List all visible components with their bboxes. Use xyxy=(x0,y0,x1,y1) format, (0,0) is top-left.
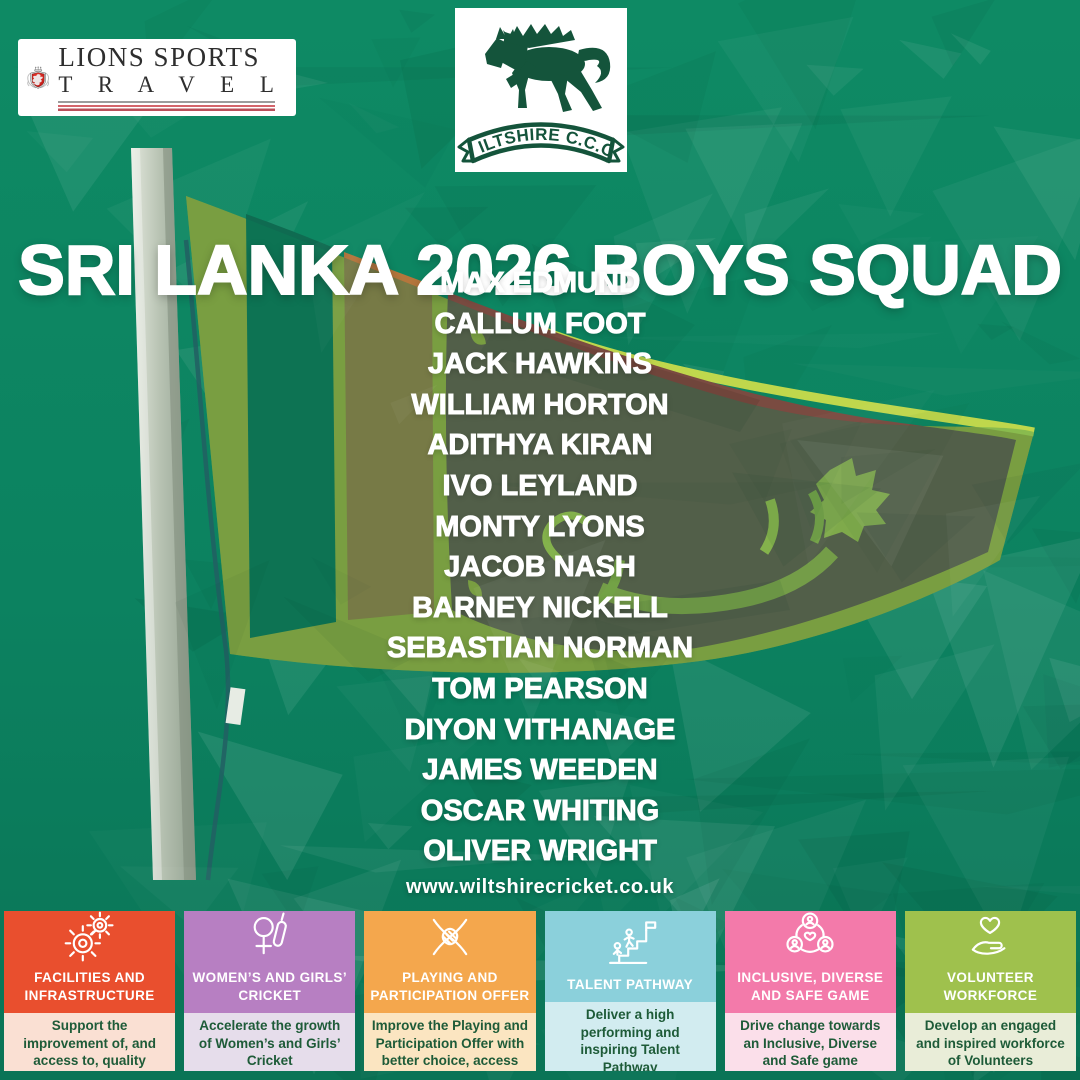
flagpole xyxy=(131,148,246,881)
player-name: JACOB NASH xyxy=(444,551,637,584)
player-name: MAX EDMUND xyxy=(440,267,641,300)
player-name: OSCAR WHITING xyxy=(420,794,660,827)
gears-icon xyxy=(64,912,114,962)
female-cricket-icon xyxy=(253,912,287,955)
wiltshire-banner-text: WILTSHIRE C.C.C. xyxy=(455,8,617,161)
website-url[interactable]: www.wiltshirecricket.co.uk xyxy=(406,876,674,898)
player-name: IVO LEYLAND xyxy=(442,469,638,502)
flag-rope xyxy=(183,239,231,881)
player-name: JAMES WEEDEN xyxy=(422,754,658,787)
player-name: OLIVER WRIGHT xyxy=(423,835,658,868)
wiltshire-ccc-logo: WILTSHIRE C.C.C. xyxy=(455,8,627,172)
card-womens-girls-bottom: Accelerate the growth of Women’s and Gir… xyxy=(184,1013,356,1071)
lions-logo-line2: T R A V E L xyxy=(58,71,284,97)
lions-logo-line1: LIONS SPORTS xyxy=(58,41,260,72)
player-name: TOM PEARSON xyxy=(432,672,648,705)
card-talent-pathway-bottom: Deliver a high performing and inspiring … xyxy=(544,1002,716,1071)
player-list: MAX EDMUND CALLUM FOOT JACK HAWKINS WILL… xyxy=(0,263,1080,872)
flag-lion xyxy=(468,329,890,615)
card-womens-girls-description: Accelerate the growth of Women’s and Gir… xyxy=(198,1018,341,1069)
svg-text:WILTSHIRE C.C.C.: WILTSHIRE C.C.C. xyxy=(455,8,617,161)
lions-logo-text: LIONS SPORTS T R A V E L xyxy=(58,41,284,112)
player-name: WILLIAM HORTON xyxy=(411,388,669,421)
wiltshire-horse-icon: WILTSHIRE C.C.C. xyxy=(455,8,625,164)
page-title: SRI LANKA 2026 BOYS SQUAD xyxy=(17,230,1063,309)
priority-cards: FACILITIES AND INFRASTRUCTURE Support th… xyxy=(4,911,1077,1071)
card-inclusive-diverse-title: INCLUSIVE, DIVERSE AND SAFE GAME xyxy=(737,970,884,1003)
card-facilities-bottom: Support the improvement of, and access t… xyxy=(4,1013,176,1071)
card-facilities: FACILITIES AND INFRASTRUCTURE Support th… xyxy=(4,911,176,1071)
card-womens-girls: WOMEN’S AND GIRLS’ CRICKET Accelerate th… xyxy=(184,911,356,1071)
hands-together-icon xyxy=(432,919,468,956)
card-inclusive-diverse-bottom: Drive change towards an Inclusive, Diver… xyxy=(724,1013,896,1071)
card-inclusive-diverse: INCLUSIVE, DIVERSE AND SAFE GAME Drive c… xyxy=(724,911,896,1071)
card-volunteer-bottom: Develop an engaged and inspired workforc… xyxy=(904,1013,1077,1071)
card-talent-pathway: TALENT PATHWAY Deliver a high performing… xyxy=(544,911,716,1071)
wiltshire-banner: WILTSHIRE C.C.C. xyxy=(455,8,625,164)
card-inclusive-diverse-description: Drive change towards an Inclusive, Diver… xyxy=(740,1018,881,1069)
player-name: SEBASTIAN NORMAN xyxy=(386,632,694,665)
card-womens-girls-top: WOMEN’S AND GIRLS’ CRICKET xyxy=(184,911,356,1013)
card-womens-girls-title: WOMEN’S AND GIRLS’ CRICKET xyxy=(192,970,347,1003)
card-talent-pathway-top: TALENT PATHWAY xyxy=(544,911,716,1003)
card-inclusive-diverse-top: INCLUSIVE, DIVERSE AND SAFE GAME xyxy=(724,911,896,1013)
player-name: ADITHYA KIRAN xyxy=(427,429,653,462)
card-playing-participation: PLAYING AND PARTICIPATION OFFER Improve … xyxy=(364,911,536,1071)
rope-tag xyxy=(225,687,246,725)
card-volunteer: VOLUNTEER WORKFORCE Develop an engaged a… xyxy=(904,911,1077,1071)
heart-in-hand-icon xyxy=(972,917,1006,956)
player-name: CALLUM FOOT xyxy=(434,307,646,340)
card-playing-participation-bottom: Improve the Playing and Participation Of… xyxy=(364,1013,536,1071)
lions-crest-icon xyxy=(27,65,50,89)
card-talent-pathway-description: Deliver a high performing and inspiring … xyxy=(580,1007,680,1071)
card-volunteer-description: Develop an engaged and inspired workforc… xyxy=(916,1018,1065,1069)
card-playing-participation-title: PLAYING AND PARTICIPATION OFFER xyxy=(370,970,530,1003)
card-volunteer-title: VOLUNTEER WORKFORCE xyxy=(943,970,1038,1003)
lions-sports-travel-logo: LIONS SPORTS T R A V E L xyxy=(18,39,296,116)
player-name: JACK HAWKINS xyxy=(428,348,653,381)
card-facilities-description: Support the improvement of, and access t… xyxy=(23,1018,156,1071)
card-playing-participation-top: PLAYING AND PARTICIPATION OFFER xyxy=(364,911,536,1013)
crumple-texture-front xyxy=(144,0,1080,1080)
player-name: DIYON VITHANAGE xyxy=(404,713,676,746)
player-name: BARNEY NICKELL xyxy=(412,591,669,624)
red-rule xyxy=(58,105,275,112)
card-playing-participation-description: Improve the Playing and Participation Of… xyxy=(371,1018,528,1071)
gray-rule xyxy=(58,101,275,104)
card-volunteer-top: VOLUNTEER WORKFORCE xyxy=(904,911,1077,1013)
people-heart-icon xyxy=(786,912,834,954)
lions-logo-rules xyxy=(58,101,275,112)
card-facilities-top: FACILITIES AND INFRASTRUCTURE xyxy=(4,911,176,1013)
talent-pathway-icon xyxy=(609,921,657,964)
player-name: MONTY LYONS xyxy=(435,510,646,543)
sri-lanka-flag xyxy=(186,196,1035,673)
card-facilities-title: FACILITIES AND INFRASTRUCTURE xyxy=(24,970,155,1003)
card-talent-pathway-title: TALENT PATHWAY xyxy=(567,977,694,992)
rampant-lion xyxy=(32,73,43,85)
